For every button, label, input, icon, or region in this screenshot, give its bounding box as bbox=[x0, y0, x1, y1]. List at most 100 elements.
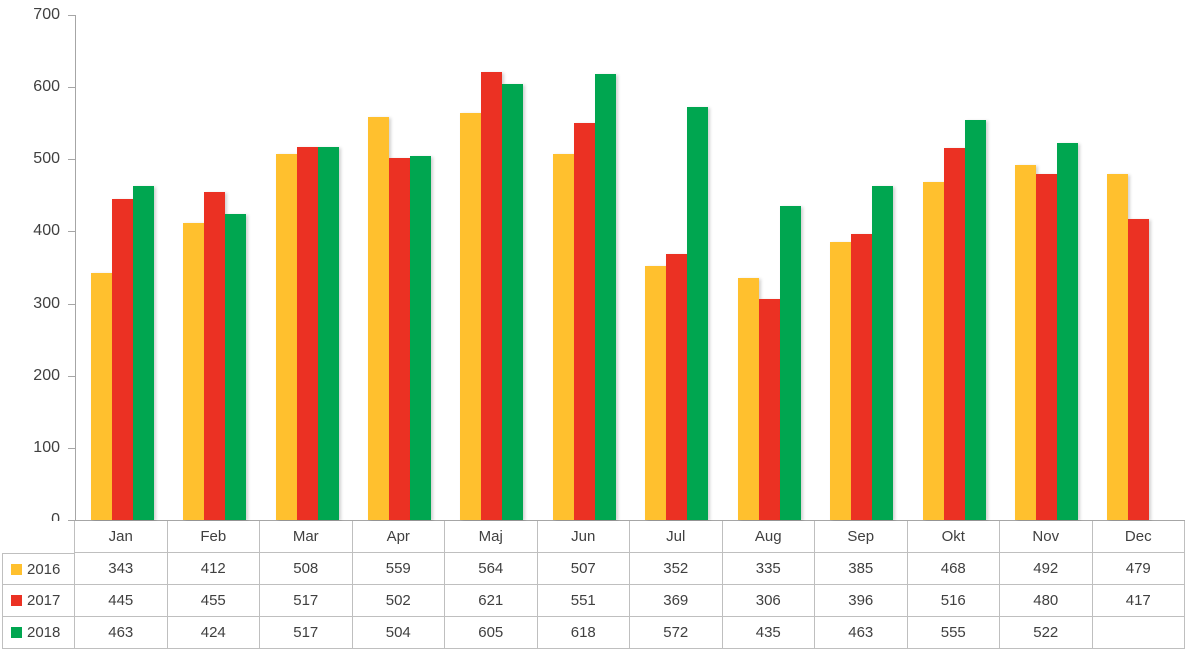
bar-group-jan bbox=[76, 15, 168, 520]
bar-2016-aug bbox=[737, 278, 759, 520]
table-value-2017-apr: 502 bbox=[352, 585, 445, 617]
table-value-2017-aug: 306 bbox=[722, 585, 815, 617]
bar-2018-jun bbox=[594, 74, 616, 520]
legend-label-2018: 2018 bbox=[27, 624, 61, 641]
y-axis-tick-label: 600 bbox=[33, 78, 60, 96]
y-axis-tick-label: 500 bbox=[33, 150, 60, 168]
table-header-feb: Feb bbox=[167, 521, 260, 553]
bar-2016-maj bbox=[460, 113, 482, 520]
bar-2018-feb bbox=[225, 214, 247, 520]
table-value-2016-sep: 385 bbox=[815, 553, 908, 585]
bar-2017-mar bbox=[296, 147, 318, 520]
bar-2018-aug bbox=[779, 206, 801, 520]
bar-group-apr bbox=[353, 15, 445, 520]
table-value-2017-okt: 516 bbox=[907, 585, 1000, 617]
table-header-jul: Jul bbox=[630, 521, 723, 553]
bar-2018-maj bbox=[502, 83, 524, 520]
bar-group-okt bbox=[908, 15, 1000, 520]
y-axis-tick-mark bbox=[68, 87, 75, 89]
bar-group-mar bbox=[261, 15, 353, 520]
plot-region: 0 100 200 300 400 500 600 700 bbox=[33, 7, 1185, 528]
bar-2016-jun bbox=[552, 154, 574, 520]
table-value-2017-dec: 417 bbox=[1092, 585, 1185, 617]
plot-area bbox=[76, 15, 1185, 520]
y-axis-tick-mark bbox=[68, 447, 75, 449]
bar-group-sep bbox=[815, 15, 907, 520]
legend-swatch-2018 bbox=[11, 627, 22, 638]
legend-label-2016: 2016 bbox=[27, 560, 61, 578]
table-header-jan: Jan bbox=[75, 521, 168, 553]
bar-2016-okt bbox=[922, 182, 944, 520]
table-value-2017-sep: 396 bbox=[815, 585, 908, 617]
table-value-2018-mar: 517 bbox=[260, 617, 353, 649]
bar-2016-jul bbox=[645, 266, 667, 520]
table-value-2017-jun: 551 bbox=[537, 585, 630, 617]
bar-2017-okt bbox=[943, 147, 965, 520]
bar-2017-sep bbox=[851, 234, 873, 520]
bar-2016-apr bbox=[367, 116, 389, 520]
bar-group-dec bbox=[1093, 15, 1185, 520]
y-axis-tick-label: 400 bbox=[33, 222, 60, 240]
y-axis-tick-mark bbox=[68, 159, 75, 161]
table-value-2018-dec bbox=[1092, 617, 1185, 649]
table-value-2018-jul: 572 bbox=[630, 617, 723, 649]
bar-2016-sep bbox=[830, 242, 852, 520]
table-value-2016-aug: 335 bbox=[722, 553, 815, 585]
table-value-2018-jun: 618 bbox=[537, 617, 630, 649]
y-axis-tick-label: 0 bbox=[51, 511, 60, 528]
bar-2018-jul bbox=[687, 107, 709, 520]
legend-swatch-2017 bbox=[11, 595, 22, 606]
y-axis-tick-mark bbox=[68, 231, 75, 233]
table-value-2018-maj: 605 bbox=[445, 617, 538, 649]
table-value-2018-sep: 463 bbox=[815, 617, 908, 649]
bar-2017-nov bbox=[1035, 173, 1057, 520]
data-table: Jan Feb Mar Apr Maj Jun Jul Aug Sep Okt Nov Dec 2016… bbox=[2, 521, 1185, 649]
legend-swatch-2016 bbox=[11, 563, 22, 575]
table-value-2017-jan: 445 bbox=[75, 585, 168, 617]
table-value-2016-okt: 468 bbox=[907, 553, 1000, 585]
bar-group-feb bbox=[168, 15, 260, 520]
y-axis-tick-label: 300 bbox=[33, 294, 60, 312]
table-value-2016-nov: 492 bbox=[1000, 553, 1093, 585]
table-value-2017-maj: 621 bbox=[445, 585, 538, 617]
table-value-2016-mar: 508 bbox=[260, 553, 353, 585]
bar-2018-mar bbox=[317, 147, 339, 520]
bar-2017-apr bbox=[388, 157, 410, 520]
table-value-2016-dec: 479 bbox=[1092, 553, 1185, 585]
table-value-2018-okt: 555 bbox=[907, 617, 1000, 649]
bar-2016-dec bbox=[1107, 174, 1129, 520]
y-axis-line bbox=[75, 15, 76, 521]
bar-2017-jul bbox=[666, 253, 688, 520]
table-value-2016-jul: 352 bbox=[630, 553, 723, 585]
table-value-2018-apr: 504 bbox=[352, 617, 445, 649]
table-value-2016-maj: 564 bbox=[445, 553, 538, 585]
table-value-2017-nov: 480 bbox=[1000, 585, 1093, 617]
table-header-maj: Maj bbox=[445, 521, 538, 553]
bar-2018-nov bbox=[1056, 143, 1078, 520]
bar-2017-jun bbox=[573, 122, 595, 520]
bar-2018-sep bbox=[872, 185, 894, 520]
bar-2017-feb bbox=[204, 191, 226, 520]
bar-2018-apr bbox=[409, 156, 431, 520]
y-axis-tick-mark bbox=[68, 520, 75, 521]
table-header-okt: Okt bbox=[907, 521, 1000, 553]
table-header-dec: Dec bbox=[1092, 521, 1185, 553]
legend-cell-2018: 2018 bbox=[2, 617, 75, 649]
table-value-2018-jan: 463 bbox=[75, 617, 168, 649]
bar-2018-okt bbox=[964, 119, 986, 520]
table-value-2018-aug: 435 bbox=[722, 617, 815, 649]
table-value-2016-feb: 412 bbox=[167, 553, 260, 585]
table-header-aug: Aug bbox=[722, 521, 815, 553]
x-axis-baseline bbox=[75, 520, 1185, 521]
bar-2016-nov bbox=[1014, 165, 1036, 520]
table-value-2016-jun: 507 bbox=[537, 553, 630, 585]
table-corner-cell bbox=[2, 521, 75, 553]
bar-2016-feb bbox=[183, 222, 205, 520]
y-axis-tick-mark bbox=[68, 375, 75, 377]
table-value-2017-feb: 455 bbox=[167, 585, 260, 617]
bar-2017-aug bbox=[758, 299, 780, 520]
bar-group-nov bbox=[1000, 15, 1092, 520]
table-header-nov: Nov bbox=[1000, 521, 1093, 553]
table-header-sep: Sep bbox=[815, 521, 908, 553]
